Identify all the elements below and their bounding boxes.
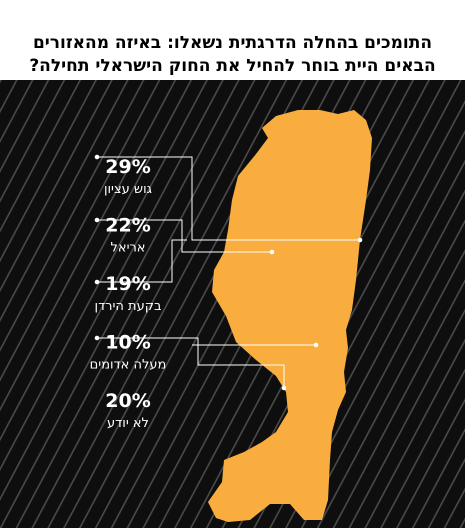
leader-dot-0	[94, 154, 100, 160]
chart-title: התומכים בהחלה הדרגתית נשאלו: באיזה מהאזו…	[0, 0, 465, 80]
value-label-1: 22%	[105, 215, 150, 237]
leader-line-1	[97, 219, 272, 253]
value-label-2: 19%	[105, 273, 150, 295]
leader-line-2	[97, 239, 187, 283]
value-label-0: 29%	[105, 156, 150, 178]
leader-dot-5	[269, 249, 275, 255]
west-bank-map	[208, 110, 372, 522]
leader-dot-7	[313, 342, 319, 348]
leader-lines	[94, 154, 363, 391]
category-label-0: גוש עציון	[104, 182, 152, 197]
category-label-2: בקעת הירדן	[95, 299, 162, 314]
data-labels: 29% גוש עציון 22% אריאל 19% בקעת הירדן 10% מעלה…	[90, 156, 167, 431]
title-line-1: התומכים בהחלה הדרגתית נשאלו: באיזה מהאזו…	[32, 33, 433, 53]
leader-dot-6	[281, 385, 287, 391]
title-line-2: הבאים היית בוחר להחיל את החוק הישראלי תח…	[29, 56, 436, 76]
chart-area: 29% גוש עציון 22% אריאל 19% בקעת הירדן 10% מעלה…	[0, 80, 465, 528]
value-label-3: 10%	[105, 332, 150, 354]
leader-dot-2	[94, 279, 100, 285]
leader-dot-4	[357, 237, 363, 243]
category-label-3: מעלה אדומים	[90, 358, 167, 373]
category-label-4: לא יודע	[107, 416, 149, 431]
value-label-4: 20%	[105, 390, 150, 412]
leader-dot-1	[94, 217, 100, 223]
leader-dot-3	[94, 335, 100, 341]
leader-line-0	[97, 156, 360, 241]
category-label-1: אריאל	[110, 241, 145, 256]
leader-line-3	[97, 337, 285, 388]
